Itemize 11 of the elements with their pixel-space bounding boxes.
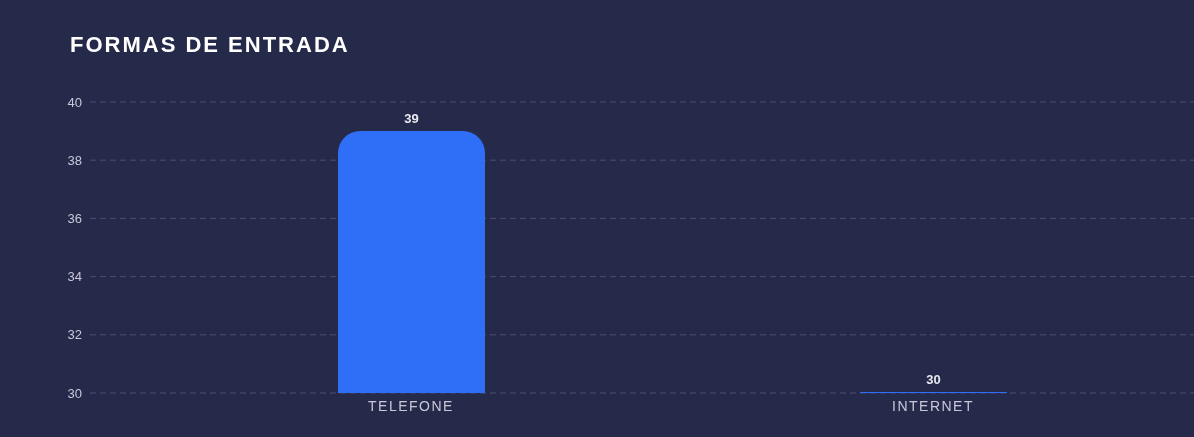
data-label: 30: [926, 372, 941, 387]
y-tick-label: 38: [67, 152, 82, 168]
y-tick-label: 32: [67, 327, 82, 343]
x-tick-label: TELEFONE: [368, 397, 454, 414]
y-tick-label: 40: [67, 94, 82, 110]
y-tick-label: 36: [67, 211, 82, 227]
data-label: 39: [404, 111, 419, 127]
y-tick-label: 34: [67, 269, 82, 285]
y-tick-label: 30: [67, 385, 82, 401]
x-tick-label: INTERNET: [892, 397, 974, 414]
chart-title: FORMAS DE ENTRADA: [70, 32, 350, 58]
